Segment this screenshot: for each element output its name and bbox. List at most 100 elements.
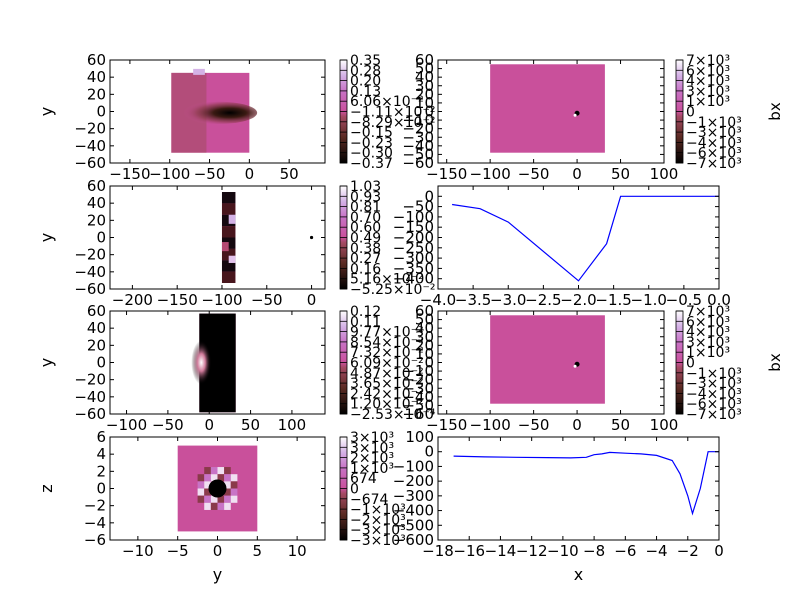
x-tick-label: 0 (204, 416, 214, 434)
heatmap-cell (224, 502, 231, 510)
y-tick-label: −20 (74, 371, 106, 389)
colorbar-tick-label: −0.15 (350, 125, 393, 141)
colorbar-tick-label: 0.16 (350, 261, 381, 277)
heatmap-cell (217, 495, 225, 503)
heatmap-cell (217, 467, 225, 475)
x-tick-label: −2 (677, 542, 699, 560)
colorbar-tick-label: 6.09×10⁻² (350, 356, 424, 372)
x-tick-label: 50 (611, 416, 630, 434)
panel-p5: −100 −50 0 50 100−60−40−200204060y0.120.119.… (37, 302, 436, 434)
y-tick-label: 60 (87, 51, 106, 69)
heatmap-cell (197, 488, 205, 496)
x-tick-label: −50 (194, 165, 226, 183)
y-tick-label: −200 (393, 229, 434, 247)
x-tick-label: −3.5 (455, 291, 491, 309)
y-tick-label: −2 (84, 497, 106, 515)
x-tick-label: 0 (307, 291, 317, 309)
colorbar-tick-label: −3×10³ (350, 523, 406, 539)
y-tick-label: −20 (74, 246, 106, 264)
x-tick-label: −150 (426, 416, 467, 434)
x-tick-label: −14 (485, 542, 517, 560)
heatmap-cell (224, 481, 231, 489)
y-tick-label: −60 (74, 154, 106, 172)
y-tick-label: 6 (96, 428, 106, 446)
x-tick-label: 100 (650, 416, 679, 434)
x-tick-label: −6 (614, 542, 636, 560)
y-tick-label: −250 (393, 239, 434, 257)
colorbar-tick-label: 0.60 (350, 220, 381, 236)
x-tick-label: −100 (149, 165, 190, 183)
y-tick-label: −50 (402, 145, 434, 163)
y-tick-label: 40 (415, 319, 434, 337)
colorbar-tick-label: 3.65×10⁻² (350, 376, 424, 392)
x-tick-label: 0 (572, 416, 582, 434)
y-tick-label: −10 (402, 111, 434, 129)
heatmap-cell (210, 467, 218, 475)
y-tick-label: 40 (415, 68, 434, 86)
x-tick-label: 0 (213, 542, 223, 560)
colorbar-tick-label: −6×10³ (686, 397, 742, 413)
colorbar-tick-label: 0.81 (350, 200, 381, 216)
y-tick-label: 0 (96, 354, 106, 372)
y-tick-label: 0 (96, 103, 106, 121)
y-tick-label: −20 (74, 120, 106, 138)
x-tick-label: −4.0 (420, 291, 456, 309)
x-tick-label: −100 (470, 416, 511, 434)
x-tick-label: −5 (167, 542, 189, 560)
colorbar-tick-label: −0.37 (350, 156, 393, 172)
x-tick-label: −150 (109, 165, 150, 183)
y-tick-label: −40 (74, 263, 106, 281)
heatmap-cell (224, 495, 231, 503)
heatmap-cell (224, 488, 231, 496)
y-axis-label: y (37, 107, 56, 116)
y-tick-label: 4 (96, 445, 106, 463)
x-tick-label: 0 (714, 542, 724, 560)
colorbar-tick-label: 0.93 (350, 189, 381, 205)
colorbar-tick-label: 0.20 (350, 74, 381, 90)
y-tick-label: −10 (402, 362, 434, 380)
y-tick-label: 60 (87, 302, 106, 320)
x-tick-label: −200 (112, 291, 153, 309)
colorbar-tick-label: −1.11×10⁻² (350, 105, 435, 121)
heatmap-field (490, 315, 605, 404)
colorbar-tick-label: 7.32×10⁻² (350, 345, 424, 361)
colorbar-tick-label: 2.42×10⁻² (350, 386, 424, 402)
heatmap-band (221, 226, 236, 238)
x-tick-label: −2.5 (525, 291, 561, 309)
y-tick-label: 50 (415, 60, 434, 78)
colorbar-tick-label: 6×10³ (686, 314, 730, 330)
colorbar-tick-label: −1×10³ (686, 115, 742, 131)
colorbar-tick-label: −3×10³ (350, 533, 406, 549)
colorbar-tick-label: 0.12 (350, 304, 381, 320)
heatmap-cell (204, 474, 211, 482)
y-tick-label: 20 (87, 336, 106, 354)
y-tick-label: 60 (87, 177, 106, 195)
colorbar-tick-label: 0.11 (350, 314, 381, 330)
colorbar-tick-label: 8.54×10⁻² (350, 335, 424, 351)
colorbar-tick-label: −7×10³ (686, 407, 742, 423)
y-tick-label: −30 (402, 379, 434, 397)
colorbar-tick-label: 6×10³ (686, 63, 730, 79)
y-tick-label: −400 (393, 270, 434, 288)
heatmap-cell (210, 502, 218, 510)
x-tick-label: 100 (278, 416, 307, 434)
colorbar-tick-label: 3×10³ (686, 335, 730, 351)
colorbar-tick-label: 674 (350, 471, 377, 487)
colorbar-tick-label: 1.20×10⁻² (350, 397, 424, 413)
x-tick-label: −3.0 (490, 291, 526, 309)
x-tick-label: −0.5 (666, 291, 702, 309)
heatmap-point (309, 235, 314, 240)
x-tick-label: 5 (253, 542, 263, 560)
y-tick-label: −40 (74, 388, 106, 406)
y-tick-label: −400 (393, 502, 434, 520)
y-tick-label: −6 (84, 531, 106, 549)
colorbar-tick-label: 0 (686, 105, 695, 121)
y-tick-label: −40 (74, 137, 106, 155)
y-tick-label: −500 (393, 516, 434, 534)
colorbar-tick-label: 2×10³ (350, 451, 394, 467)
x-tick-label: −100 (470, 165, 511, 183)
heatmap-cell (210, 474, 218, 482)
panel-p2: −150 −100 −50 0 50 100−60−50−40−30−20−1001020… (402, 51, 784, 183)
axes-frame (437, 436, 720, 541)
